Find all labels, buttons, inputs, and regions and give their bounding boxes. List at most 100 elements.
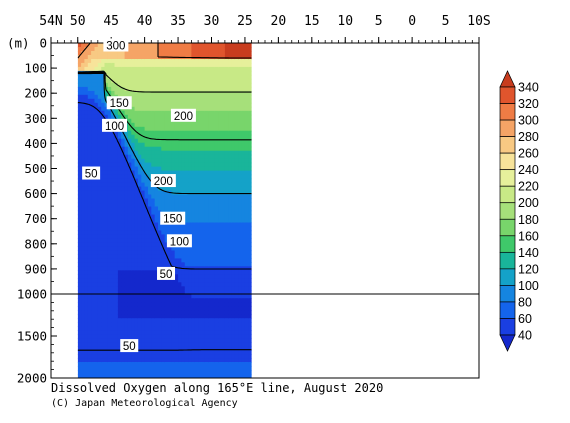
oxygen-cell [148,290,152,295]
oxygen-cell [221,370,226,375]
oxygen-cell [94,298,99,303]
oxygen-cell [97,146,102,152]
oxygen-cell [224,294,229,299]
oxygen-cell [114,174,119,180]
oxygen-cell [204,122,209,128]
oxygen-cell [194,330,199,335]
oxygen-cell [178,62,182,68]
oxygen-cell [218,102,223,108]
oxygen-cell [111,238,116,243]
oxygen-cell [97,302,102,307]
oxygen-cell [174,43,179,48]
oxygen-cell [194,66,199,72]
oxygen-cell [214,82,219,88]
oxygen-cell [211,51,216,56]
oxygen-cell [154,270,159,275]
oxygen-cell [224,118,229,124]
oxygen-cell [141,59,146,64]
oxygen-cell [121,82,126,88]
oxygen-cell [198,254,202,259]
oxygen-cell [168,278,172,283]
oxygen-cell [238,358,243,363]
oxygen-cell [241,282,246,287]
oxygen-cell [87,338,92,343]
oxygen-cell [127,190,132,196]
oxygen-cell [211,354,216,359]
oxygen-cell [144,51,149,56]
oxygen-cell [161,314,166,319]
oxygen-cell [121,242,126,247]
oxygen-cell [154,106,159,112]
oxygen-cell [94,374,99,378]
oxygen-cell [171,246,176,251]
oxygen-cell [231,358,236,363]
oxygen-cell [94,246,99,251]
oxygen-cell [97,310,102,315]
oxygen-cell [188,59,192,64]
oxygen-cell [151,166,156,172]
oxygen-cell [194,102,199,108]
oxygen-cell [144,198,149,204]
oxygen-cell [137,138,142,144]
y-tick-label: 400 [24,136,47,151]
oxygen-cell [238,214,243,220]
oxygen-cell [211,162,216,168]
oxygen-cell [84,338,89,343]
oxygen-cell [121,354,126,359]
oxygen-cell [201,98,206,104]
oxygen-cell [114,366,119,371]
oxygen-cell [77,278,82,283]
oxygen-cell [144,194,149,200]
oxygen-cell [181,246,186,251]
oxygen-cell [121,86,126,92]
oxygen-cell [154,346,159,351]
oxygen-cell [127,226,132,232]
oxygen-cell [121,314,126,319]
oxygen-cell [121,62,126,68]
oxygen-cell [141,290,146,295]
oxygen-cell [104,362,109,367]
oxygen-cell [174,162,179,168]
oxygen-cell [168,374,172,378]
oxygen-cell [77,214,82,220]
oxygen-cell [148,118,152,124]
oxygen-cell [208,182,213,188]
oxygen-cell [194,59,199,64]
oxygen-cell [91,51,95,56]
oxygen-cell [148,286,152,291]
oxygen-cell [81,126,85,132]
oxygen-cell [91,66,95,72]
oxygen-cell [168,170,172,176]
oxygen-cell [201,322,206,327]
oxygen-cell [211,302,216,307]
oxygen-cell [161,370,166,375]
oxygen-cell [194,258,199,263]
oxygen-cell [218,114,223,120]
oxygen-cell [191,342,196,347]
oxygen-cell [117,366,122,371]
oxygen-cell [91,118,95,124]
oxygen-cell [178,334,182,339]
oxygen-cell [141,150,146,156]
oxygen-cell [234,310,239,315]
oxygen-cell [171,230,176,235]
oxygen-cell [188,310,192,315]
oxygen-cell [131,278,136,283]
oxygen-cell [194,154,199,160]
oxygen-cell [238,278,243,283]
oxygen-cell [101,290,106,295]
oxygen-cell [208,358,213,363]
oxygen-cell [131,322,136,327]
oxygen-cell [84,318,89,323]
oxygen-cell [137,222,142,228]
oxygen-cell [178,302,182,307]
oxygen-cell [194,178,199,184]
oxygen-cell [137,346,142,351]
oxygen-cell [131,354,136,359]
oxygen-cell [148,374,152,378]
oxygen-cell [191,98,196,104]
oxygen-cell [137,342,142,347]
oxygen-cell [161,118,166,124]
oxygen-cell [137,94,142,100]
oxygen-cell [168,78,172,84]
